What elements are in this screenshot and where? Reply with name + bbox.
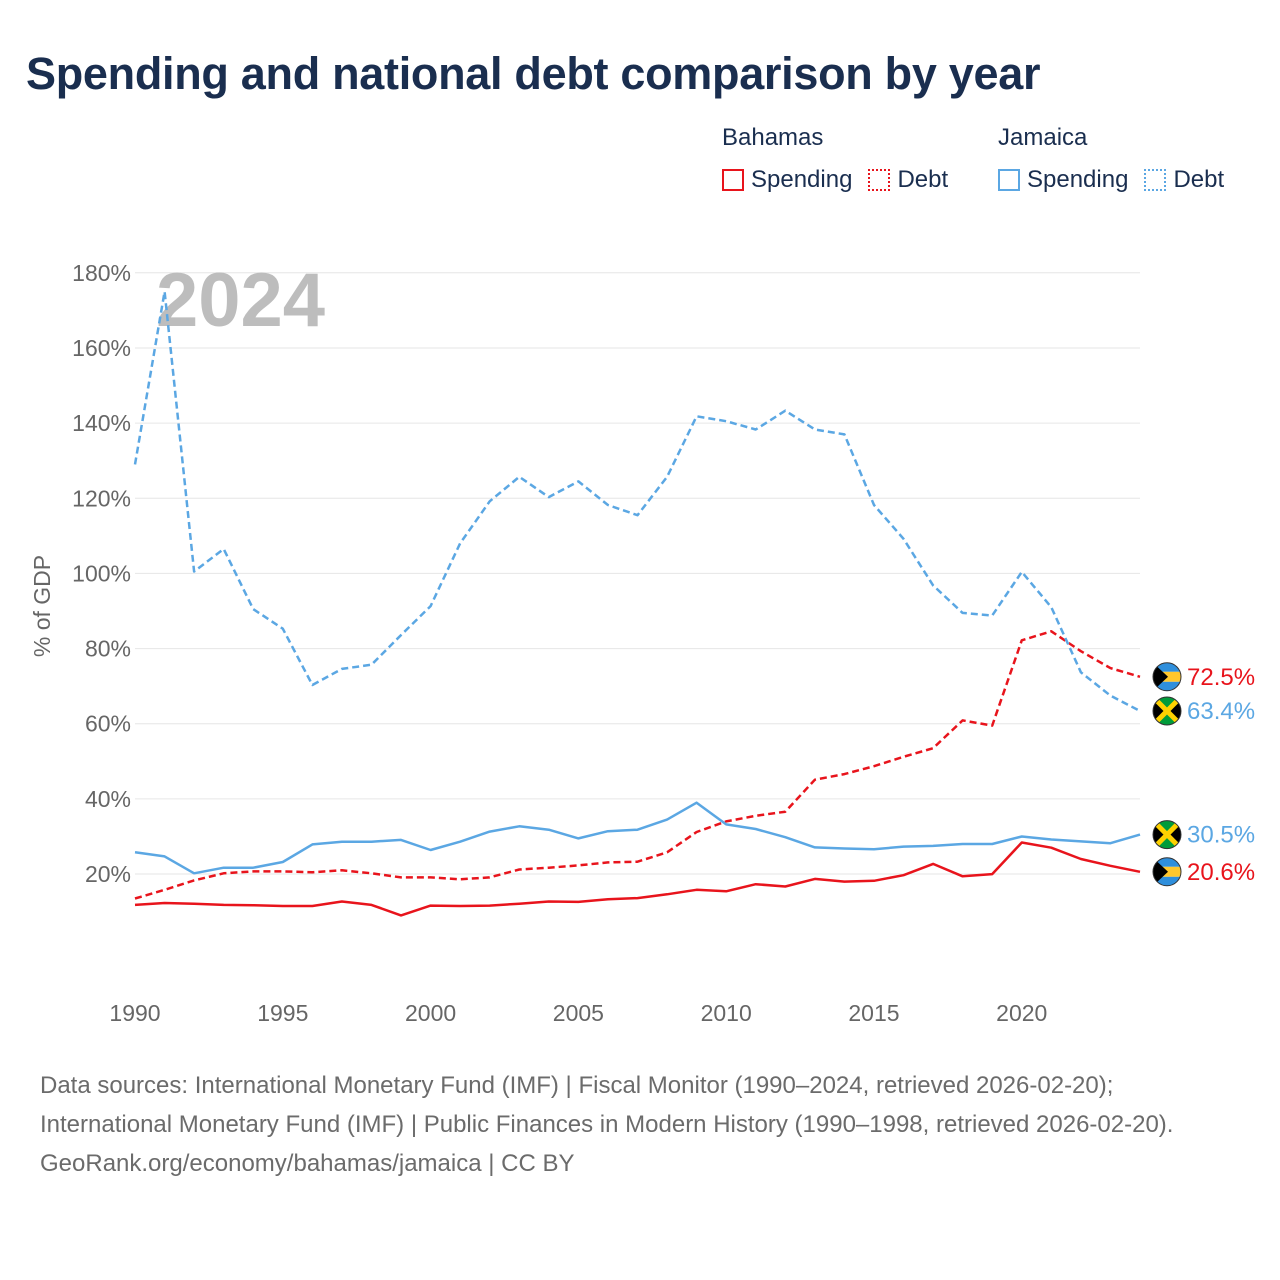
flag-triangle [1167,820,1181,849]
y-tick-label: 160% [72,335,131,361]
legend-group-title: Bahamas [722,124,824,151]
legend-swatch-solid-icon [998,169,1020,191]
legend-item-bahamas-debt[interactable]: Debt [868,166,948,194]
credit-line[interactable]: GeoRank.org/economy/bahamas/jamaica | CC… [40,1150,575,1177]
flag-body [1153,820,1181,849]
series-line-bahamas-debt [134,630,1141,900]
flag-body [1153,857,1181,886]
y-tick-label: 80% [85,636,131,662]
y-tick-label: 40% [85,786,131,812]
legend-item-jamaica-debt[interactable]: Debt [1144,166,1224,194]
x-tick-label: 2000 [405,1000,456,1026]
legend-swatch-dotted-icon [1144,169,1167,191]
line-chart: 20% 40% 60% 80% 100% 120% 140% 160% 180% 1990 1995… [29,258,1255,1026]
flag-triangle [1153,697,1167,725]
legend-label: Debt [1173,166,1225,193]
flag-triangle [1153,857,1168,886]
legend-label: Spending [1027,166,1129,193]
legend-group-title: Jamaica [998,124,1088,151]
flag-stripe [1153,662,1181,672]
year-watermark: 2024 [156,258,325,343]
x-tick-label: 2015 [848,1000,899,1026]
end-value-label: 72.5% [1187,664,1255,691]
x-tick-label: 2020 [996,1000,1047,1026]
legend-label: Spending [751,166,853,193]
y-tick-label: 140% [72,410,131,436]
x-tick-label: 2005 [553,1000,604,1026]
series-line-bahamas-spending [134,841,1141,917]
flag-stripe [1153,857,1181,867]
x-tick-label: 1990 [109,1000,160,1026]
flag-triangle [1167,697,1181,725]
y-tick-label: 120% [72,485,131,511]
legend-group-bahamas: Bahamas Spending Debt [722,124,964,194]
flag-triangle [1153,662,1168,691]
bahamas-flag-icon [1152,662,1182,692]
legend-item-bahamas-spending[interactable]: Spending [722,166,852,194]
flag-stripe [1153,681,1181,691]
jamaica-flag-icon [1152,696,1182,726]
end-value-label: 30.5% [1187,822,1255,849]
end-value-label: 63.4% [1187,698,1255,725]
legend-label: Debt [897,166,949,193]
flag-outline [1152,820,1182,850]
bahamas-flag-icon [1152,857,1182,887]
flag-outline [1152,696,1182,726]
y-axis-label: % of GDP [29,555,55,657]
legend-swatch-dotted-icon [868,169,891,191]
y-tick-label: 100% [72,560,131,586]
x-tick-label: 1995 [257,1000,308,1026]
flag-outline [1152,857,1182,887]
footer: Data sources: International Monetary Fun… [40,1066,1250,1183]
data-sources-note: Data sources: International Monetary Fun… [40,1072,1174,1138]
legend-swatch-solid-icon [722,169,744,191]
end-value-label: 20.6% [1187,859,1255,886]
flag-stripe [1153,876,1181,886]
y-tick-label: 20% [85,861,131,887]
y-tick-label: 60% [85,711,131,737]
flag-triangle [1153,820,1167,849]
series-line-jamaica-debt [133,290,1141,713]
jamaica-flag-icon [1152,820,1182,850]
x-tick-label: 2010 [701,1000,752,1026]
y-tick-label: 180% [72,260,131,286]
series-line-jamaica-spending [134,801,1141,875]
legend-item-jamaica-spending[interactable]: Spending [998,166,1128,194]
flag-body [1153,697,1181,725]
flag-body [1153,662,1181,691]
chart-title: Spending and national debt comparison by… [26,48,1041,99]
legend-group-jamaica: Jamaica Spending Debt [998,124,1240,194]
flag-outline [1152,662,1182,692]
